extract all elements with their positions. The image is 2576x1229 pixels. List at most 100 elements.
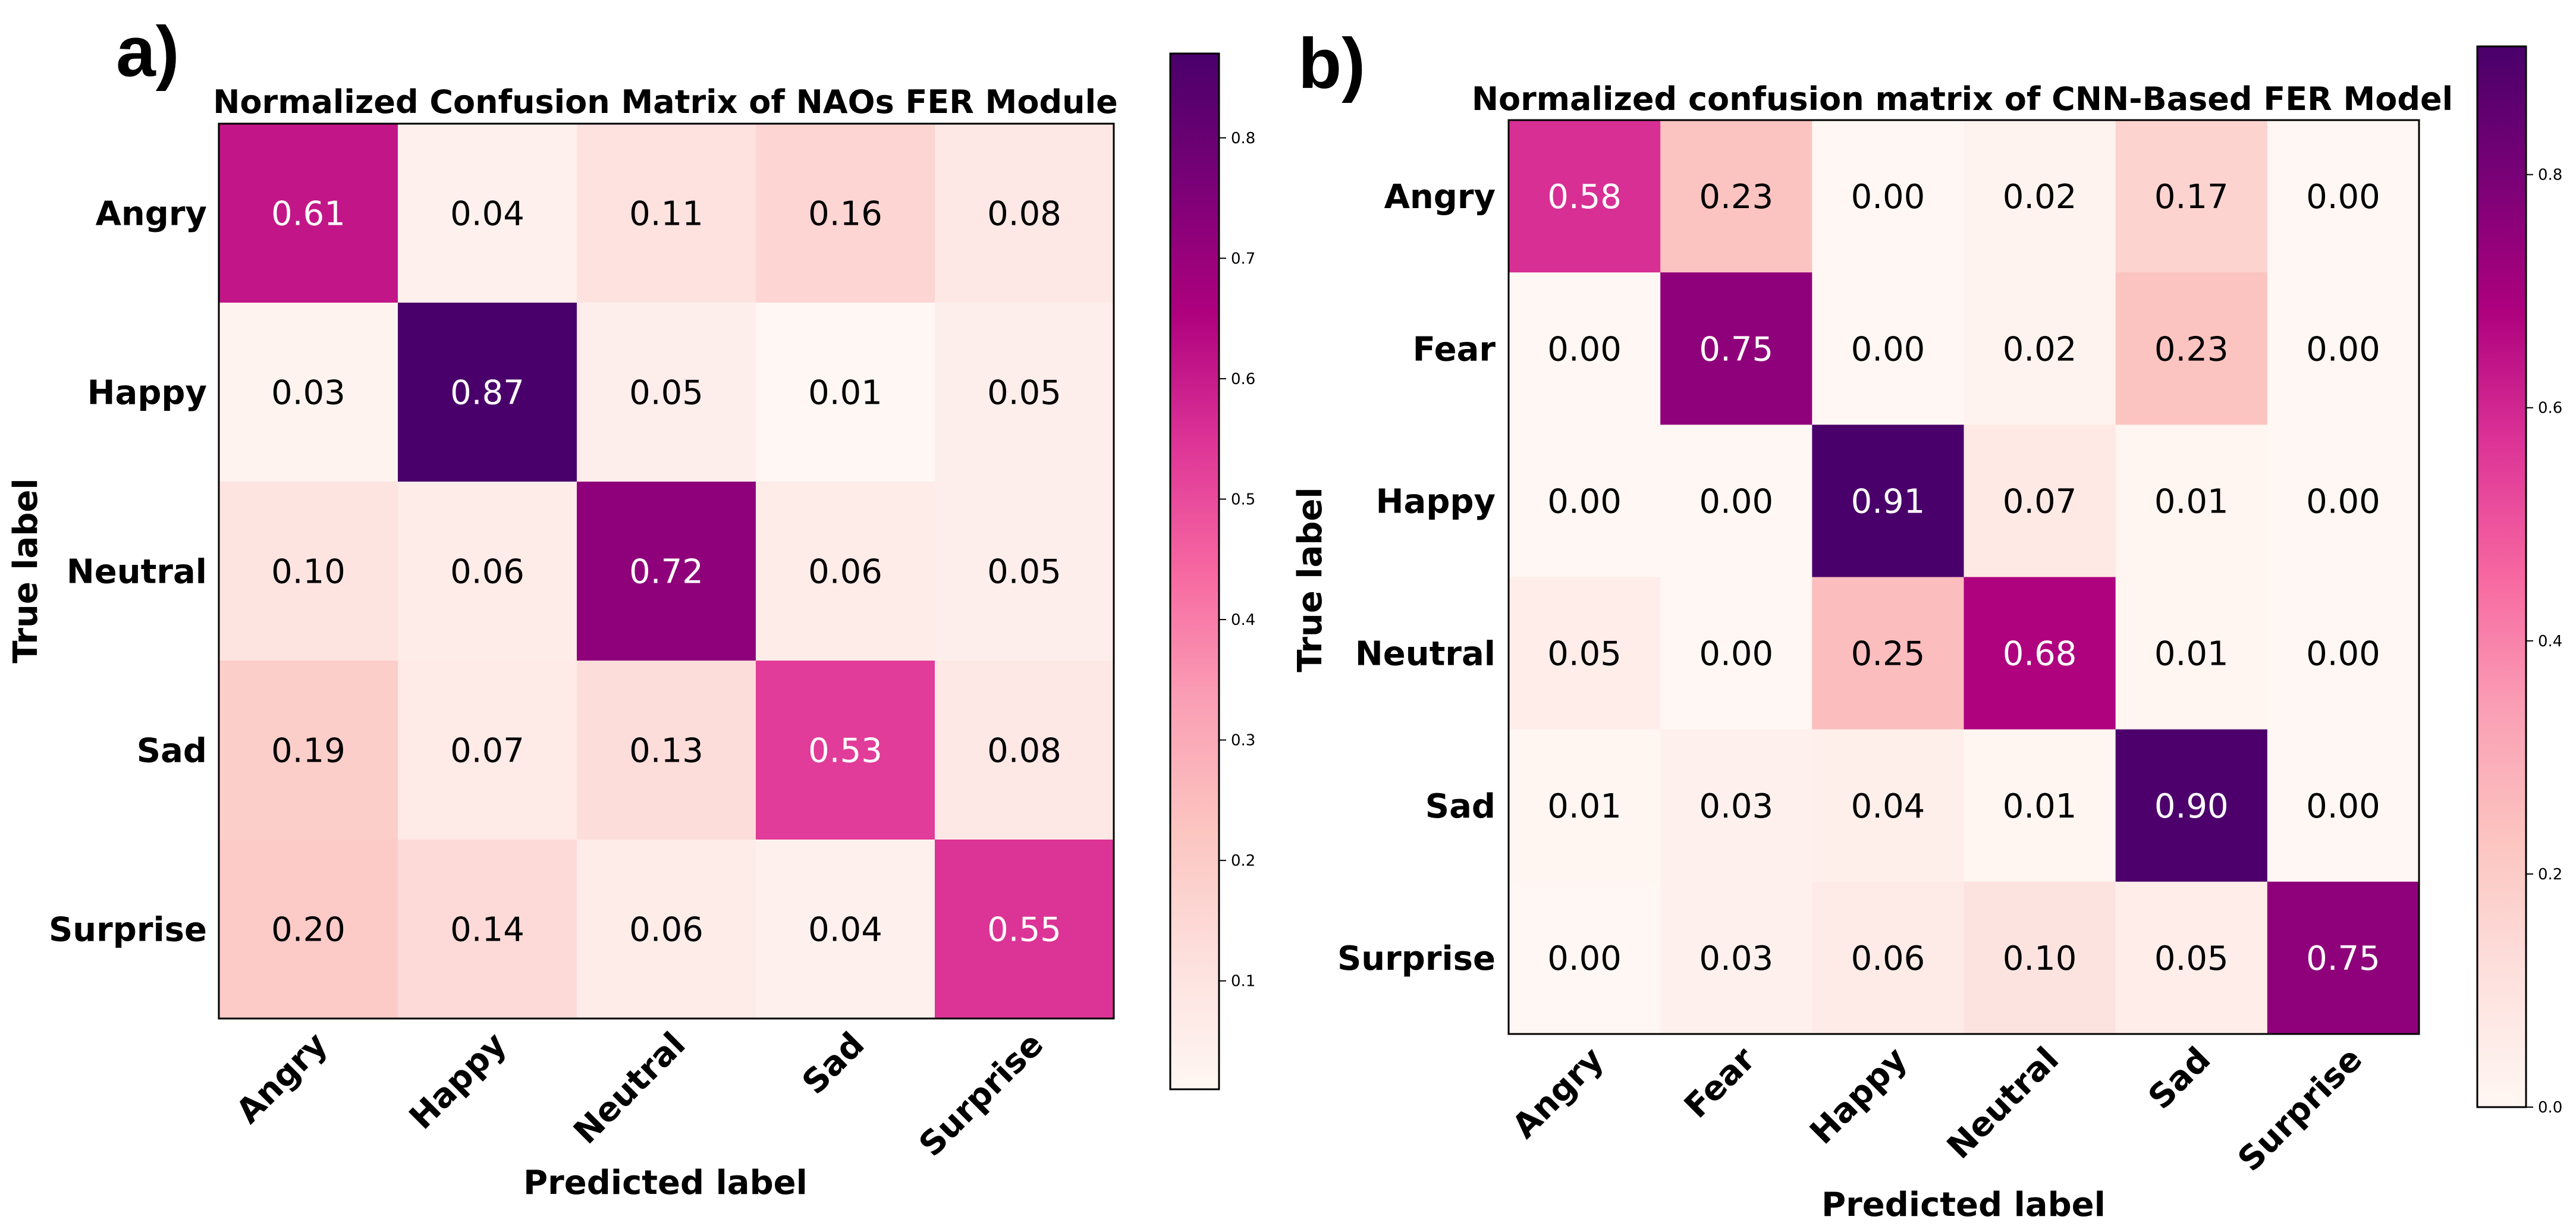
heatmap-cell [1509,577,1661,730]
heatmap-cell [577,124,756,303]
cell-value: 0.06 [1851,939,1925,978]
cell-value: 0.01 [1547,787,1622,826]
cell-value: 0.23 [2154,330,2229,369]
heatmap-cell [2267,881,2420,1035]
cell-value: 0.06 [450,553,524,592]
heatmap-cell [1964,425,2116,577]
colorbar-tick-label: 0.1 [1231,973,1255,991]
cell-value: 0.17 [2154,178,2229,216]
heatmap-cell [2115,425,2268,577]
cell-value: 0.10 [271,553,345,592]
heatmap-cell [756,124,935,303]
cell-value: 0.03 [1699,787,1773,826]
heatmap-cell [398,840,577,1019]
panel-a-plot-frame [218,122,1115,1020]
cell-value: 0.05 [629,374,703,413]
cell-value: 0.14 [450,911,524,950]
panel-a-title: Normalized Confusion Matrix of NAOs FER … [213,83,1117,121]
x-tick-label: Surprise [912,1025,1051,1164]
heatmap-cell [2115,120,2268,273]
heatmap-cell [1812,120,1964,273]
heatmap-cell [1964,120,2116,273]
heatmap-cell [1660,120,1812,273]
cell-value: 0.04 [1851,787,1925,826]
y-tick-label: Happy [87,374,207,413]
colorbar-tick-label: 0.0 [2538,1099,2562,1117]
y-tick-label: Surprise [1337,939,1496,978]
cell-value: 0.75 [1699,330,1773,369]
cell-value: 0.02 [2003,178,2077,216]
x-tick-label: Neutral [1940,1040,2066,1167]
cell-value: 0.08 [987,195,1061,234]
cell-value: 0.01 [808,374,882,413]
cell-value: 0.05 [1547,635,1622,674]
cell-value: 0.05 [987,553,1061,592]
heatmap-cell [756,840,935,1019]
x-tick-label: Happy [1802,1040,1914,1152]
cell-value: 0.72 [629,553,703,592]
cell-value: 0.20 [271,911,345,950]
heatmap-cell [577,303,756,482]
heatmap-cell [219,661,398,840]
heatmap-cell [1660,881,1812,1035]
cell-value: 0.16 [808,195,882,234]
heatmap-cell [219,482,398,661]
heatmap-cell [577,840,756,1019]
heatmap-cell [1509,120,1661,273]
heatmap-cell [1660,272,1812,425]
heatmap-cell [398,124,577,303]
heatmap-cell [1660,577,1812,730]
panel-b-colorbar-ticks: 0.0 0.2 0.4 0.6 0.8 [2526,166,2562,1117]
panel-a-cells: 0.61 0.04 0.11 0.16 0.08 0.03 0.87 0.05 0.01 0.05… [219,124,1114,1019]
heatmap-cell [2267,120,2420,273]
heatmap-cell [2115,881,2268,1035]
cell-value: 0.01 [2154,482,2229,521]
heatmap-cell [1509,272,1661,425]
heatmap-cell [756,303,935,482]
heatmap-cell [577,661,756,840]
heatmap-cell [2267,425,2420,577]
cell-value: 0.00 [2306,787,2380,826]
cell-value: 0.03 [1699,939,1773,978]
heatmap-cell [398,482,577,661]
colorbar-tick-label: 0.2 [1231,852,1255,870]
heatmap-cell [398,661,577,840]
heatmap-cell [1660,729,1812,882]
cell-value: 0.10 [2003,939,2077,978]
panel-b-plot-frame [1507,119,2420,1035]
heatmap-cell [756,661,935,840]
heatmap-cell [2267,577,2420,730]
panel-a-y-tick-labels: Angry Happy Neutral Sad Surprise [49,195,207,950]
cell-value: 0.05 [2154,939,2229,978]
x-tick-label: Sad [795,1025,872,1102]
heatmap-cell [219,124,398,303]
heatmap-cell [1509,729,1661,882]
cell-value: 0.07 [450,732,524,771]
cell-value: 0.11 [629,195,703,234]
cell-value: 0.00 [1699,635,1773,674]
panel-b-x-tick-labels: Angry Fear Happy Neutral Sad Surprise [1505,1040,2370,1179]
x-tick-label: Sad [2141,1040,2219,1117]
cell-value: 0.01 [2003,787,2077,826]
heatmap-cell [1812,881,1964,1035]
cell-value: 0.08 [987,732,1061,771]
heatmap-cell [1964,272,2116,425]
colorbar-tick-label: 0.4 [2538,633,2562,650]
y-tick-label: Happy [1376,482,1496,521]
colorbar-tick-label: 0.6 [1231,370,1255,388]
y-tick-label: Sad [1425,787,1496,826]
heatmap-cell [935,303,1114,482]
cell-value: 0.00 [2306,330,2380,369]
cell-value: 0.00 [1851,330,1925,369]
cell-value: 0.00 [1547,330,1622,369]
heatmap-cell [2115,272,2268,425]
cell-value: 0.19 [271,732,345,771]
panel-b-colorbar [2476,45,2527,1108]
cell-value: 0.00 [1699,482,1773,521]
heatmap-cell [1964,577,2116,730]
cell-value: 0.04 [450,195,524,234]
panel-b-xlabel: Predicted label [1821,1186,2106,1224]
cell-value: 0.00 [2306,178,2380,216]
colorbar-tick-label: 0.4 [1231,611,1255,629]
